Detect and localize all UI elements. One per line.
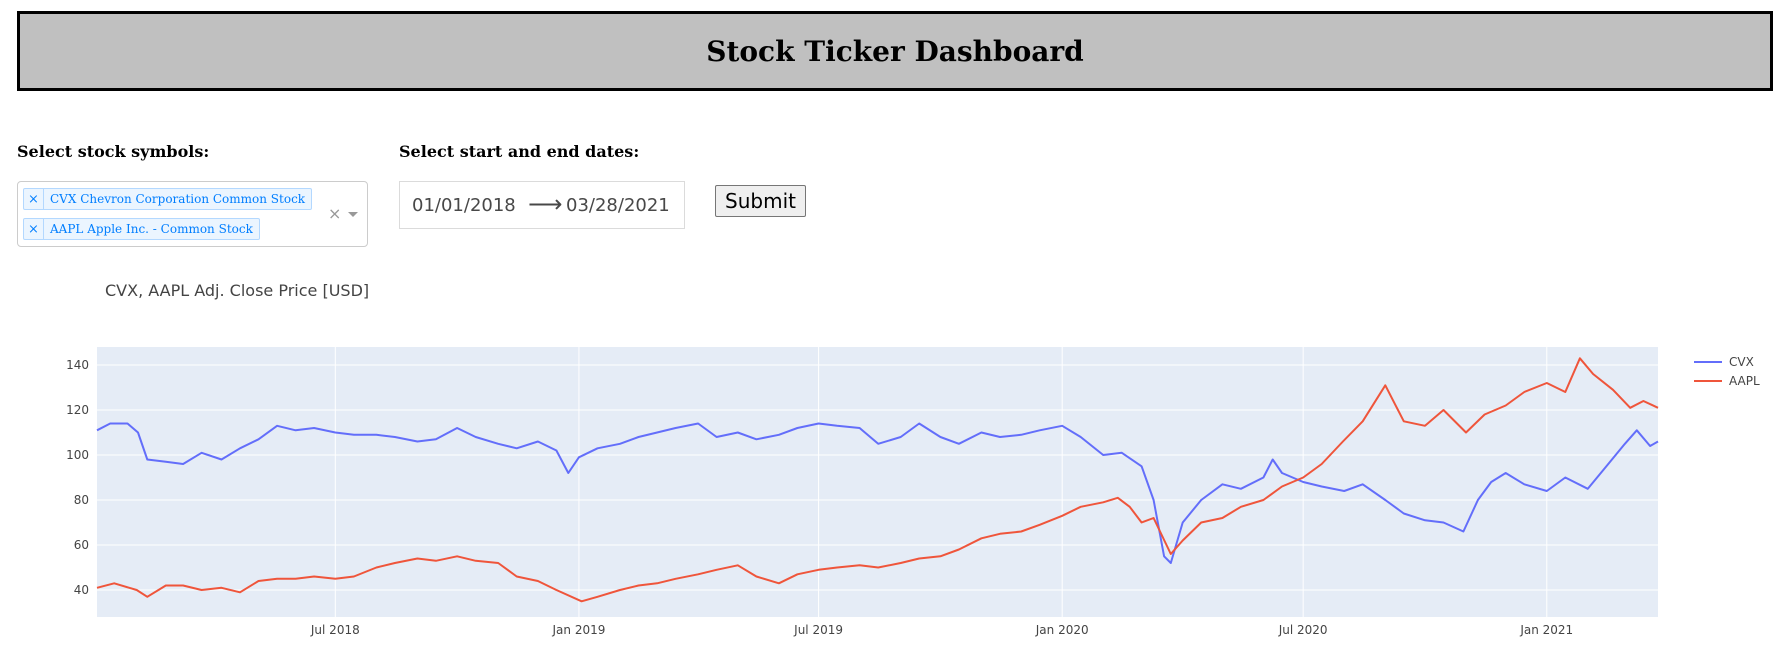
legend-label-aapl: AAPL	[1729, 374, 1760, 388]
dashboard-header: Stock Ticker Dashboard	[17, 11, 1773, 91]
y-tick-label: 40	[74, 583, 89, 597]
x-tick-label: Jul 2019	[793, 623, 843, 637]
page-title: Stock Ticker Dashboard	[706, 34, 1084, 68]
series-line-aapl	[96, 357, 1659, 603]
selected-symbol-label: AAPL Apple Inc. - Common Stock	[50, 222, 253, 236]
date-range-picker: 01/01/2018 ⟶ 03/28/2021	[399, 181, 685, 229]
arrow-right-icon: ⟶	[528, 190, 563, 218]
selected-symbol-tag-cvx: × CVX Chevron Corporation Common Stock	[23, 188, 313, 210]
legend-label-cvx: CVX	[1729, 355, 1754, 369]
y-tick-label: 60	[74, 538, 89, 552]
remove-cvx-icon[interactable]: ×	[24, 189, 44, 209]
price-line-chart: 40 60 80 100 120 140 Jul 2018 Jan 2019 Jul 2019 J…	[66, 347, 1760, 637]
remove-aapl-icon[interactable]: ×	[24, 219, 44, 239]
end-date-input[interactable]: 03/28/2021	[566, 195, 670, 216]
x-tick-label: Jan 2021	[1519, 623, 1573, 637]
y-tick-label: 120	[66, 403, 89, 417]
x-tick-label: Jul 2020	[1278, 623, 1328, 637]
x-tick-label: Jan 2019	[552, 623, 606, 637]
series-line-cvx	[96, 422, 1659, 564]
clear-all-icon[interactable]: ×	[328, 204, 342, 223]
submit-button[interactable]: Submit	[715, 185, 806, 217]
y-tick-label: 80	[74, 493, 89, 507]
y-tick-label: 140	[66, 358, 89, 372]
selected-symbol-label: CVX Chevron Corporation Common Stock	[50, 192, 306, 206]
plot-background	[97, 347, 1658, 617]
selected-symbol-tag-aapl: × AAPL Apple Inc. - Common Stock	[23, 218, 260, 240]
symbols-label: Select stock symbols:	[17, 142, 210, 161]
x-tick-label: Jan 2020	[1035, 623, 1089, 637]
dates-label: Select start and end dates:	[399, 142, 640, 161]
chevron-down-icon[interactable]	[348, 212, 358, 217]
y-tick-label: 100	[66, 448, 89, 462]
chart-title: CVX, AAPL Adj. Close Price [USD]	[105, 281, 370, 300]
x-tick-label: Jul 2018	[310, 623, 360, 637]
start-date-input[interactable]: 01/01/2018	[412, 195, 516, 216]
stock-symbols-dropdown[interactable]: × CVX Chevron Corporation Common Stock ×…	[17, 181, 368, 247]
